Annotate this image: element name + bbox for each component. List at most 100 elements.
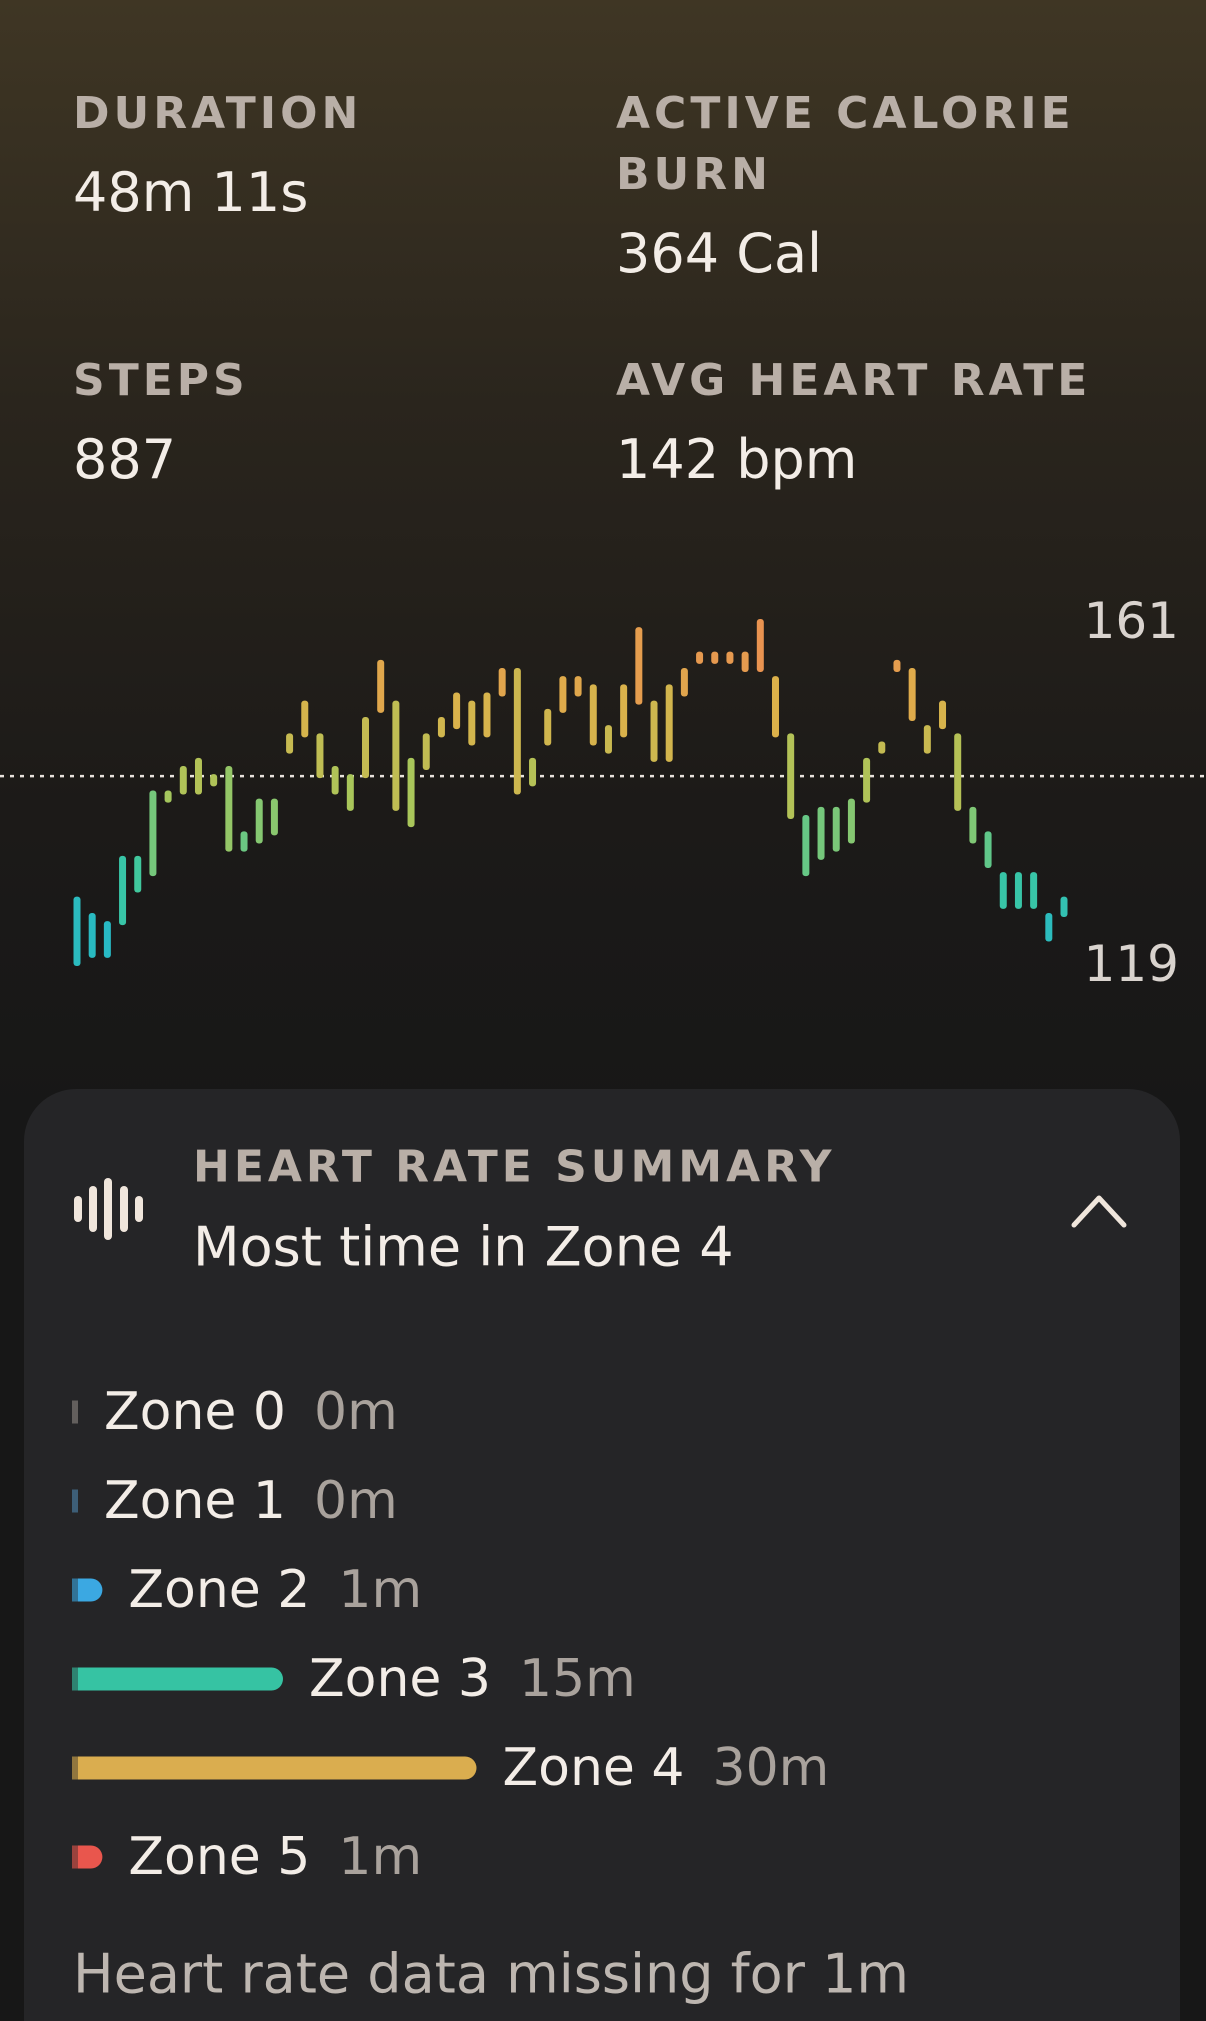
heart-rate-bar: [88, 913, 96, 958]
zone-name: Zone 4: [503, 1738, 685, 1798]
heart-rate-bar: [969, 806, 977, 844]
heart-rate-bar: [741, 651, 749, 672]
heart-rate-bar: [301, 700, 309, 738]
heart-rate-bar: [346, 774, 354, 811]
summary-title: HEART RATE SUMMARY: [193, 1142, 835, 1193]
heart-rate-bar: [331, 766, 339, 795]
zone-name: Zone 5: [128, 1827, 310, 1887]
heart-rate-bar: [468, 700, 476, 746]
zone-bar-stub: [72, 1400, 78, 1424]
heart-rate-bar: [847, 798, 855, 844]
heart-rate-bar: [483, 692, 491, 738]
heart-rate-bar: [802, 815, 810, 877]
zone-name: Zone 2: [128, 1560, 310, 1620]
stat-label: STEPS: [73, 355, 249, 406]
heart-rate-bar: [316, 733, 324, 779]
heart-rate-bar: [665, 684, 673, 762]
heart-rate-bar: [726, 651, 734, 664]
heart-rate-bar: [559, 676, 567, 713]
heart-rate-bar: [650, 700, 658, 762]
heart-rate-bar: [210, 774, 218, 787]
heart-rate-bar: [529, 757, 537, 787]
zone-name: Zone 0: [104, 1382, 286, 1442]
heart-rate-bar: [134, 855, 142, 893]
heart-rate-bar: [422, 733, 430, 770]
stat-label: ACTIVE CALORIE BURN: [616, 88, 1075, 200]
zone-duration: 15m: [519, 1649, 636, 1709]
heart-rate-bar: [119, 855, 127, 926]
heart-rate-bar: [164, 790, 172, 803]
zone-bar-stub: [72, 1756, 78, 1780]
zone-duration: 1m: [338, 1560, 422, 1620]
summary-subtitle: Most time in Zone 4: [193, 1216, 734, 1279]
heart-rate-bar: [1030, 872, 1038, 909]
zone-duration: 0m: [314, 1382, 398, 1442]
heart-rate-bar: [286, 733, 294, 754]
heart-rate-bar: [73, 896, 81, 966]
heart-rate-bar: [756, 619, 764, 672]
heart-rate-bar: [787, 733, 795, 819]
heart-rate-bar: [240, 831, 248, 852]
heart-rate-bar: [893, 659, 901, 672]
heart-rate-bar: [923, 725, 931, 754]
heart-rate-bar: [878, 741, 886, 754]
zone-bar: [78, 1578, 103, 1602]
zone-duration: 0m: [314, 1471, 398, 1531]
footer-note: Heart rate data missing for 1m: [73, 1943, 909, 2006]
heart-rate-bar: [635, 627, 643, 705]
heart-rate-bar: [255, 798, 263, 844]
stat-value: 142 bpm: [616, 428, 858, 491]
heart-rate-bar: [407, 757, 415, 828]
heart-rate-bar: [908, 668, 916, 721]
heart-rate-bar: [604, 725, 612, 754]
zone-bar-stub: [72, 1667, 78, 1691]
y-tick-label: 161: [1084, 592, 1179, 650]
heart-rate-bar: [1045, 913, 1053, 942]
heart-rate-bar: [149, 790, 157, 877]
heart-rate-bar: [696, 651, 704, 664]
heart-rate-bar: [225, 766, 233, 852]
heart-rate-bar: [984, 831, 992, 868]
stat-value: 887: [73, 428, 177, 491]
heart-rate-bar: [179, 766, 187, 795]
heart-rate-bar: [1060, 896, 1068, 917]
heart-rate-bar: [954, 733, 962, 811]
heart-rate-bar: [939, 700, 947, 730]
heart-icon: [74, 1178, 143, 1240]
heart-rate-bar: [453, 692, 461, 730]
zone-bar-stub: [72, 1489, 78, 1513]
stat-label: AVG HEART RATE: [616, 355, 1092, 406]
heart-rate-bar: [771, 676, 779, 738]
heart-rate-bar: [711, 651, 719, 664]
heart-rate-bar: [377, 659, 385, 713]
zone-bar: [78, 1845, 103, 1869]
stat-value: 48m 11s: [73, 161, 309, 224]
zone-name: Zone 3: [309, 1649, 491, 1709]
heart-rate-bar: [194, 757, 202, 795]
y-tick-label: 119: [1084, 935, 1179, 993]
heart-rate-bar: [437, 717, 445, 738]
zone-bar: [78, 1667, 283, 1691]
heart-rate-bar: [103, 921, 111, 958]
stat-value: 364 Cal: [616, 222, 823, 285]
zone-name: Zone 1: [104, 1471, 286, 1531]
collapse-chevron[interactable]: [1071, 1195, 1127, 1228]
heart-rate-bar: [498, 668, 506, 697]
heart-rate-bar: [863, 757, 871, 803]
heart-rate-bar: [574, 676, 582, 697]
heart-rate-bar: [832, 806, 840, 852]
zone-bar: [78, 1756, 477, 1780]
stat-label: DURATION: [73, 88, 363, 139]
zone-bar-stub: [72, 1578, 78, 1602]
heart-rate-bar: [999, 872, 1007, 909]
heart-rate-bar: [589, 684, 597, 746]
heart-rate-bar: [680, 668, 688, 697]
heart-rate-bar: [817, 806, 825, 860]
summary-card: [24, 1089, 1180, 2021]
heart-rate-bar: [362, 717, 370, 779]
zone-bar-stub: [72, 1845, 78, 1869]
heart-rate-bar: [513, 668, 521, 795]
heart-rate-bar: [270, 798, 278, 836]
